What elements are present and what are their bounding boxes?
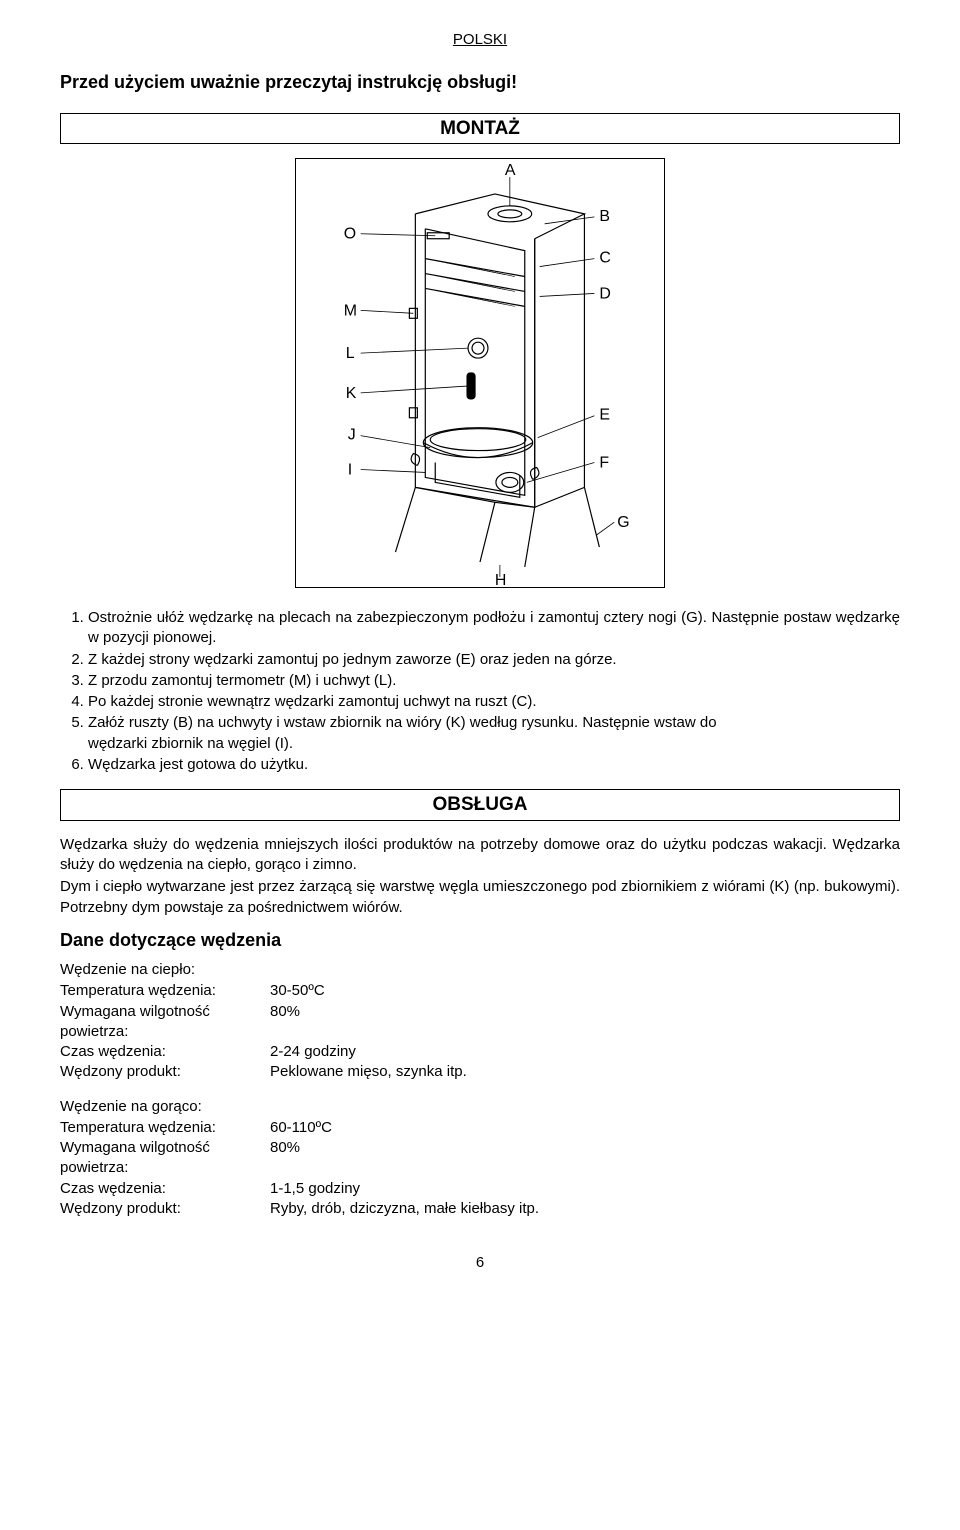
obsluga-paragraph-2: Dym i ciepło wytwarzane jest przez żarzą… <box>60 877 900 918</box>
diagram-label-A: A <box>505 162 516 179</box>
goraco-prod-label: Wędzony produkt: <box>60 1199 270 1219</box>
step-5b: wędzarki zbiornik na węgiel (I). <box>88 734 900 754</box>
cieplo-time-value: 2-24 godziny <box>270 1042 700 1062</box>
spec-goraco: Wędzenie na gorąco: Temperatura wędzenia… <box>60 1097 900 1220</box>
main-title: Przed użyciem uważnie przeczytaj instruk… <box>60 70 900 94</box>
step-5: Załóż ruszty (B) na uchwyty i wstaw zbio… <box>88 713 900 754</box>
goraco-humid-value: 80% <box>270 1138 700 1179</box>
goraco-time-value: 1-1,5 godziny <box>270 1179 700 1199</box>
goraco-prod-value: Ryby, drób, dziczyzna, małe kiełbasy itp… <box>270 1199 700 1219</box>
diagram-label-L: L <box>346 345 355 362</box>
diagram-label-J: J <box>348 427 356 444</box>
diagram-label-F: F <box>599 455 609 472</box>
step-6: Wędzarka jest gotowa do użytku. <box>88 755 900 775</box>
cieplo-humid-value: 80% <box>270 1002 700 1043</box>
cieplo-temp-label: Temperatura wędzenia: <box>60 981 270 1001</box>
section-heading-montaz: MONTAŻ <box>60 113 900 145</box>
spec-cieplo: Wędzenie na ciepło: Temperatura wędzenia… <box>60 960 900 1083</box>
obsluga-paragraph-1: Wędzarka służy do wędzenia mniejszych il… <box>60 835 900 876</box>
goraco-heading: Wędzenie na gorąco: <box>60 1097 900 1117</box>
diagram-label-H: H <box>495 572 507 587</box>
page-number: 6 <box>60 1253 900 1273</box>
step-1: Ostrożnie ułóż wędzarkę na plecach na za… <box>88 608 900 649</box>
diagram-label-C: C <box>599 250 611 267</box>
goraco-humid-label: Wymagana wilgotność powietrza: <box>60 1138 270 1179</box>
diagram-label-D: D <box>599 286 611 303</box>
dane-title: Dane dotyczące wędzenia <box>60 928 900 952</box>
step-5a: Załóż ruszty (B) na uchwyty i wstaw zbio… <box>88 714 717 731</box>
diagram-label-E: E <box>599 407 610 424</box>
cieplo-time-label: Czas wędzenia: <box>60 1042 270 1062</box>
goraco-temp-label: Temperatura wędzenia: <box>60 1118 270 1138</box>
diagram-label-I: I <box>348 462 352 479</box>
cieplo-prod-label: Wędzony produkt: <box>60 1062 270 1082</box>
step-3: Z przodu zamontuj termometr (M) i uchwyt… <box>88 671 900 691</box>
step-4: Po każdej stronie wewnątrz wędzarki zamo… <box>88 692 900 712</box>
cieplo-heading: Wędzenie na ciepło: <box>60 960 900 980</box>
diagram-label-O: O <box>344 226 356 243</box>
assembly-diagram: A B C D E F G H I J K L M O <box>295 158 665 588</box>
diagram-label-M: M <box>344 303 357 320</box>
assembly-steps: Ostrożnie ułóż wędzarkę na plecach na za… <box>60 608 900 775</box>
goraco-temp-value: 60-110ºC <box>270 1118 700 1138</box>
goraco-time-label: Czas wędzenia: <box>60 1179 270 1199</box>
language-header: POLSKI <box>60 30 900 50</box>
diagram-label-B: B <box>599 208 610 225</box>
cieplo-prod-value: Peklowane mięso, szynka itp. <box>270 1062 700 1082</box>
cieplo-humid-label: Wymagana wilgotność powietrza: <box>60 1002 270 1043</box>
diagram-label-K: K <box>346 385 357 402</box>
cieplo-temp-value: 30-50ºC <box>270 981 700 1001</box>
section-heading-obsluga: OBSŁUGA <box>60 789 900 821</box>
step-2: Z każdej strony wędzarki zamontuj po jed… <box>88 650 900 670</box>
diagram-label-G: G <box>617 514 629 531</box>
